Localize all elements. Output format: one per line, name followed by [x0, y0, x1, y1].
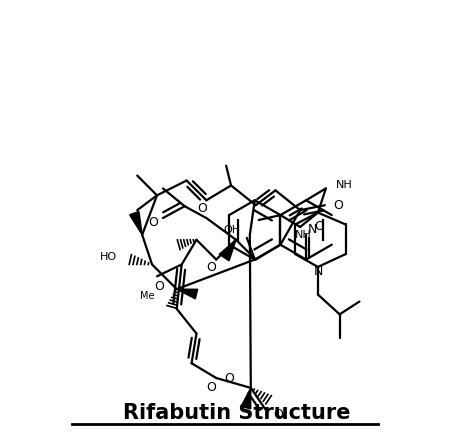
Text: N: N — [308, 223, 318, 236]
Polygon shape — [130, 211, 142, 235]
Polygon shape — [241, 388, 251, 409]
Polygon shape — [219, 240, 236, 261]
Text: Rifabutin Structure: Rifabutin Structure — [123, 403, 351, 423]
Text: O: O — [206, 381, 216, 394]
Text: O: O — [224, 372, 234, 385]
Text: NH: NH — [295, 230, 312, 240]
Text: O: O — [333, 199, 343, 212]
Text: O: O — [154, 280, 164, 293]
Text: O: O — [314, 220, 324, 234]
Text: HO: HO — [100, 252, 118, 262]
Polygon shape — [177, 289, 198, 299]
Text: O: O — [198, 202, 207, 215]
Text: O: O — [273, 408, 283, 421]
Text: Me: Me — [140, 291, 155, 301]
Text: O: O — [206, 261, 216, 274]
Text: OH: OH — [224, 225, 241, 235]
Text: O: O — [148, 217, 158, 230]
Text: NH: NH — [336, 180, 353, 190]
Text: N: N — [313, 266, 323, 278]
